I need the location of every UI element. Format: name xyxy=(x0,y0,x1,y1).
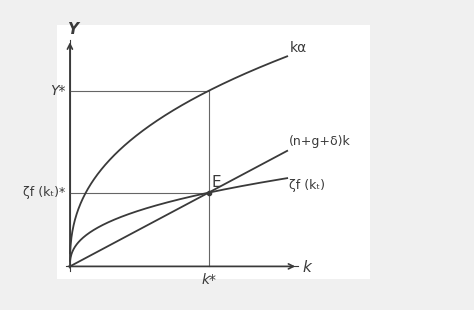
Text: E: E xyxy=(212,175,221,189)
Text: (n+g+δ)k: (n+g+δ)k xyxy=(289,135,351,148)
Text: ζf (kₜ): ζf (kₜ) xyxy=(289,179,325,192)
Text: Y: Y xyxy=(66,22,78,38)
Text: ζf (kₜ)*: ζf (kₜ)* xyxy=(23,186,65,199)
Text: kα: kα xyxy=(289,41,307,55)
Text: k: k xyxy=(302,260,311,275)
Text: Y*: Y* xyxy=(50,84,65,98)
Text: k*: k* xyxy=(201,273,216,287)
